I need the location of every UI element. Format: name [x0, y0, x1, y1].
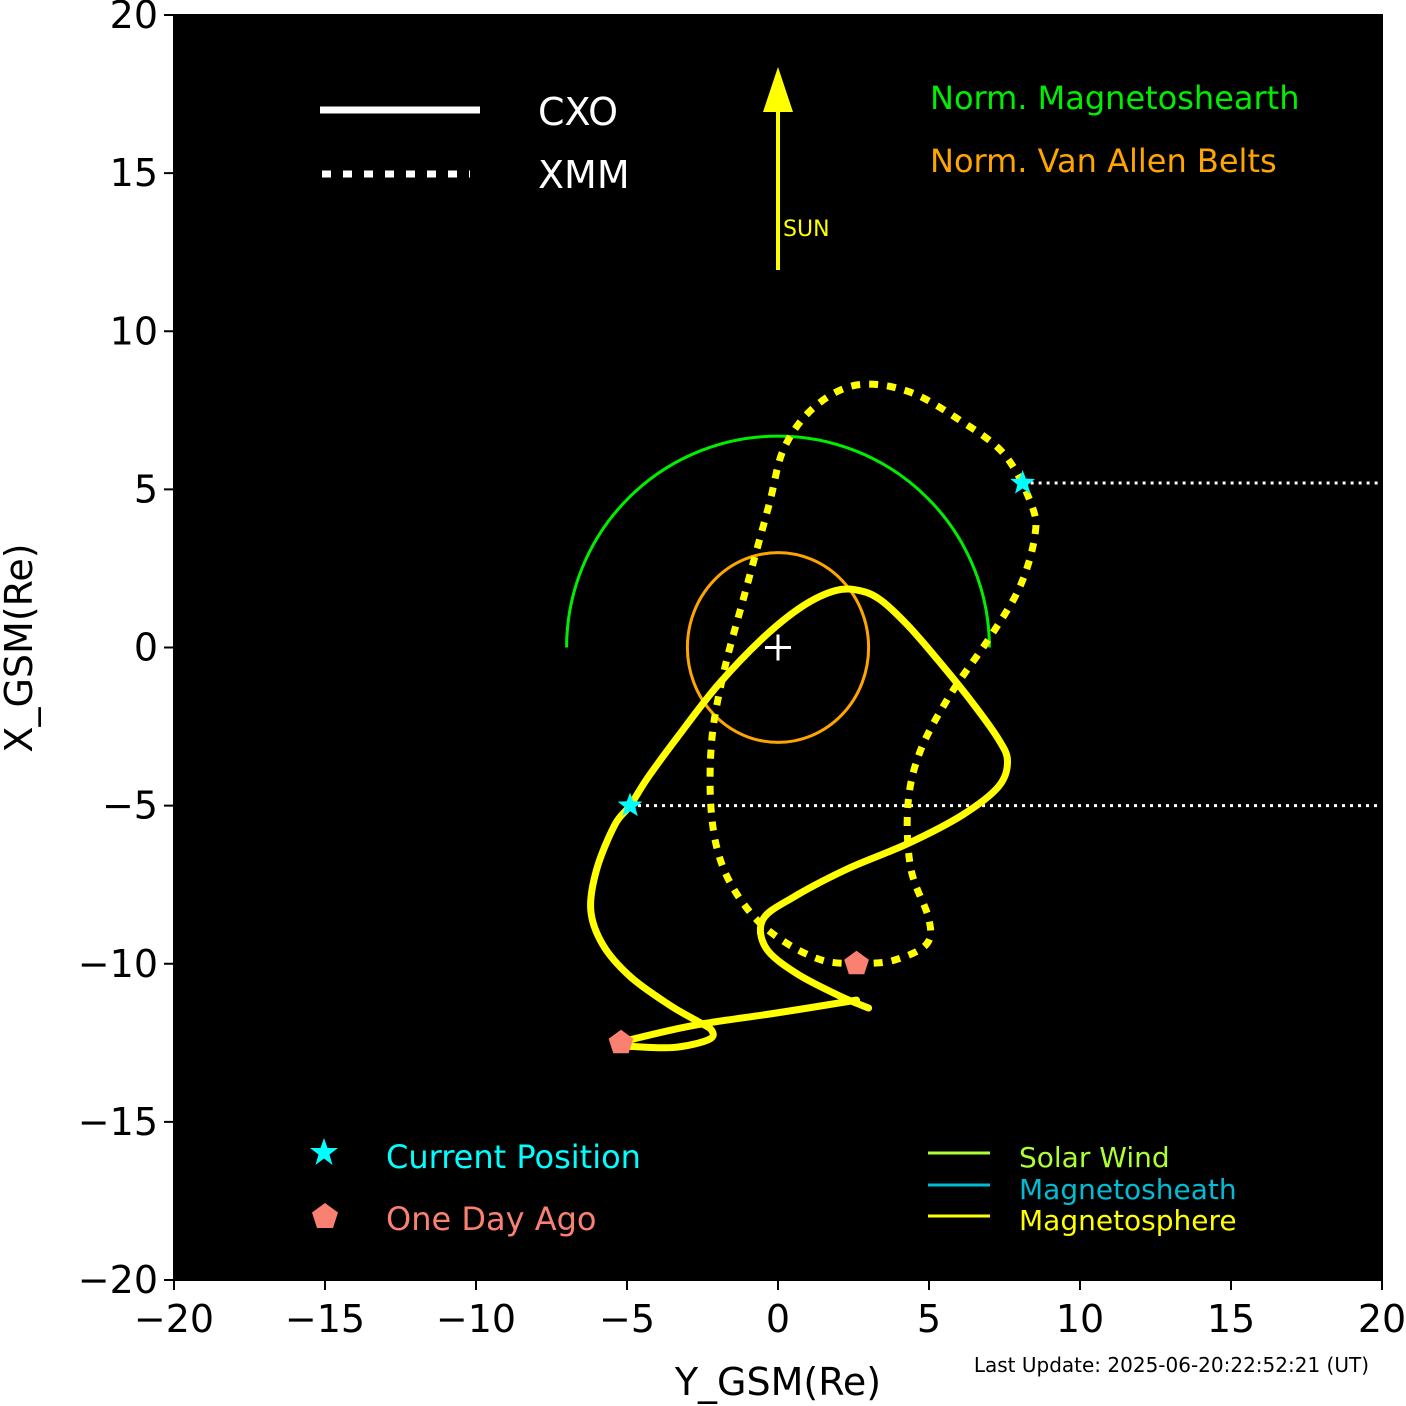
x-tick-label-4: 0 [766, 1297, 790, 1341]
y-tick-label-0: −20 [78, 1258, 158, 1302]
series-layer [587, 380, 1382, 1052]
orbit-cxo [587, 585, 1012, 1052]
x-axis-title: Y_GSM(Re) [674, 1360, 881, 1404]
y-tick-label-6: 10 [110, 309, 158, 353]
y-tick-label-3: −5 [102, 784, 158, 828]
last-update-footer: Last Update: 2025-06-20:22:52:21 (UT) [974, 1353, 1369, 1377]
x-tick-label-2: −10 [436, 1297, 516, 1341]
current-position-star-icon-1 [1010, 470, 1035, 494]
y-tick-label-8: 20 [110, 0, 158, 37]
legend-magnetosheath-label: Magnetosheath [1019, 1173, 1237, 1206]
x-tick-label-5: 5 [917, 1297, 941, 1341]
x-tick-label-7: 15 [1207, 1297, 1255, 1341]
legend-solar-wind-label: Solar Wind [1019, 1141, 1170, 1174]
legend-xmm-label: XMM [538, 153, 630, 197]
van-allen-label: Norm. Van Allen Belts [930, 142, 1277, 180]
marker-legend: Current Position One Day Ago [310, 1138, 641, 1238]
x-tick-label-8: 20 [1358, 1297, 1406, 1341]
x-tick-label-1: −15 [285, 1297, 365, 1341]
region-legend: Solar Wind Magnetosheath Magnetosphere [928, 1141, 1237, 1237]
y-tick-label-7: 15 [110, 151, 158, 195]
y-tick-label-2: −10 [78, 942, 158, 986]
orbit-cxo-tail [620, 996, 861, 1045]
style-legend: CXO XMM [320, 90, 630, 197]
one-day-ago-pentagon-icon-1 [844, 950, 869, 975]
x-tick-label-0: −20 [134, 1297, 214, 1341]
magnetoshearth-label: Norm. Magnetoshearth [930, 79, 1299, 117]
legend-pentagon-icon [312, 1203, 338, 1228]
y-tick-label-5: 5 [134, 467, 158, 511]
y-tick-label-4: 0 [134, 626, 158, 670]
current-position-star-icon-0 [617, 792, 643, 817]
y-tick-label-1: −15 [78, 1100, 158, 1144]
legend-cxo-label: CXO [538, 90, 618, 134]
x-tick-label-3: −5 [599, 1297, 655, 1341]
legend-magnetosphere-label: Magnetosphere [1019, 1204, 1237, 1237]
region-labels: Norm. Magnetoshearth Norm. Van Allen Bel… [930, 79, 1299, 180]
legend-star-icon [310, 1138, 338, 1165]
van-allen-boundary [685, 551, 871, 744]
y-axis-title: X_GSM(Re) [0, 543, 41, 752]
regions-layer [565, 434, 991, 744]
magnetoshearth-boundary [565, 434, 991, 648]
sun-arrow-head-icon [763, 67, 793, 112]
sun-arrow: SUN [763, 67, 830, 270]
one-day-ago-pentagon-icon-0 [608, 1029, 634, 1054]
legend-one-day-ago-label: One Day Ago [386, 1200, 596, 1238]
legend-current-position-label: Current Position [386, 1138, 641, 1176]
markers-layer [608, 470, 1035, 1054]
sun-label: SUN [783, 217, 830, 242]
x-tick-label-6: 10 [1056, 1297, 1104, 1341]
axes-layer: −20 −15 −10 −5 0 5 10 15 20 −20 −15 −10 −5 0 5 10 15 20 [78, 0, 1406, 1341]
